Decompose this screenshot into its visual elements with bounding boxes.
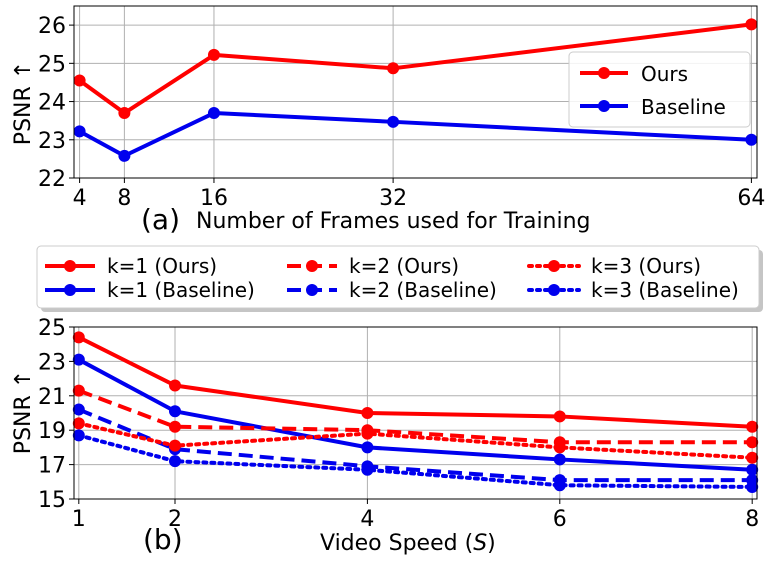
panel-b-legend-entry: k=3 (Ours) [591,254,701,278]
pb-series-4-point [169,439,182,452]
pb-series-0-point [553,410,566,423]
pa-series-0-point [745,18,758,31]
pb-series-1-point [553,453,566,466]
panel-b-legend-entry: k=1 (Baseline) [107,278,255,302]
pa-ytick-label: 26 [38,14,66,39]
pa-series-0-point [118,107,131,120]
panel-b-legend-entry: k=3 (Baseline) [591,278,739,302]
pa-ytick-label: 23 [38,129,66,154]
panel-a-series [73,18,758,162]
pb-series-5-point [72,429,85,442]
panel-b-legend: k=1 (Ours)k=1 (Baseline) k=2 (Ours)k=2 (B… [36,245,763,312]
panel-b: 1 2 4 6 8 15 17 19 21 23 25 PSNR ↑ (b) Video Speed… [11,316,759,556]
pb-ytick-label: 23 [38,350,66,375]
panel-a-legend-swatch-marker [598,100,610,112]
panel-b-legend-entry: k=2 (Ours) [349,254,459,278]
panel-a-xlabel: Number of Frames used for Training [196,209,591,234]
pa-series-0-point [73,74,86,87]
pa-series-0-point [207,48,220,61]
pb-series-3-point [72,403,85,416]
pb-series-2-point [72,384,85,397]
pa-series-0-point [387,62,400,75]
pb-series-0-point [72,331,85,344]
pb-xtick-label: 1 [72,507,86,532]
pa-xtick-label: 16 [200,186,228,211]
pb-ytick-label: 15 [38,488,66,513]
pb-ytick-label: 25 [38,316,66,341]
panel-b-legend-swatch-marker [306,284,318,296]
panel-a-tick-labels: 4 8 16 32 64 22 23 24 25 26 [38,14,765,211]
panel-a-legend: Ours Baseline [568,51,751,128]
panel-b-legend-swatch-marker [64,260,76,272]
pa-ytick-label: 22 [38,167,66,192]
pb-ytick-label: 19 [38,419,66,444]
panel-b-plot-frame [73,326,758,500]
pb-series-1-point [361,441,374,454]
panel-b-xlabel-prefix: Video Speed ( [320,531,473,556]
panel-a-legend-box [568,51,751,128]
panel-a-plot-frame [73,5,758,179]
pb-series-0-point [361,407,374,419]
panel-b-legend-swatch-marker [548,260,560,272]
pa-series-1-point [387,115,400,128]
panel-a-legend-entry: Baseline [641,95,726,119]
pb-series-2-point [746,436,759,449]
pa-ytick-label: 25 [38,52,66,77]
pb-series-5-point [169,455,182,468]
panel-b-series [72,331,759,493]
pb-xtick-label: 2 [168,507,182,532]
pa-xtick-label: 4 [73,186,87,211]
pb-series-2-point [169,420,182,433]
pb-xtick-label: 6 [553,507,567,532]
pb-xtick-label: 8 [745,507,759,532]
pb-series-1-point [746,463,759,476]
pb-series-0-point [746,420,759,433]
pb-xtick-label: 4 [360,507,374,532]
pa-series-1-point [73,125,86,138]
panel-a-legend-swatch-marker [598,67,610,79]
pb-series-1-point [72,353,85,366]
panel-b-label: (b) [143,523,183,556]
pa-ytick-label: 24 [38,91,66,116]
pb-series-4-point [746,451,759,464]
pa-xtick-label: 32 [379,186,407,211]
panel-b-legend-swatch-marker [64,284,76,296]
panel-a: 4 8 16 32 64 22 23 24 25 26 PSNR ↑ (a) Number of … [11,5,765,236]
pa-series-1-point [207,107,220,120]
panel-a-label: (a) [141,203,180,236]
pa-xtick-label: 64 [737,186,765,211]
pb-series-4-point [361,427,374,440]
panel-b-xlabel: Video Speed (S) [320,531,496,556]
panel-b-xlabel-var: S [473,531,487,556]
panel-b-legend-entry: k=2 (Baseline) [349,278,497,302]
pa-xtick-label: 8 [117,186,131,211]
panel-a-ylabel: PSNR ↑ [11,61,36,145]
pb-series-0-point [169,379,182,392]
pb-series-4-point [72,417,85,430]
panel-b-legend-swatch-marker [548,284,560,296]
pb-series-4-point [553,441,566,454]
panel-a-legend-entry: Ours [641,62,688,86]
pb-series-line-2 [78,388,753,445]
pb-series-1-point [169,405,182,418]
pb-ytick-label: 17 [38,454,66,479]
panel-b-xlabel-suffix: ) [487,531,496,556]
panel-b-legend-swatch-marker [306,260,318,272]
panel-b-tick-labels: 1 2 4 6 8 15 17 19 21 23 25 [38,316,759,532]
pa-series-1-point [745,133,758,146]
pb-series-5-point [746,480,759,493]
panel-b-legend-entry: k=1 (Ours) [107,254,217,278]
pb-series-5-point [553,479,566,492]
pb-series-5-point [361,463,374,476]
pb-ytick-label: 21 [38,385,66,410]
panel-b-ylabel: PSNR ↑ [11,370,36,454]
pa-series-1-point [118,149,131,162]
panel-b-legend-box [36,245,760,309]
